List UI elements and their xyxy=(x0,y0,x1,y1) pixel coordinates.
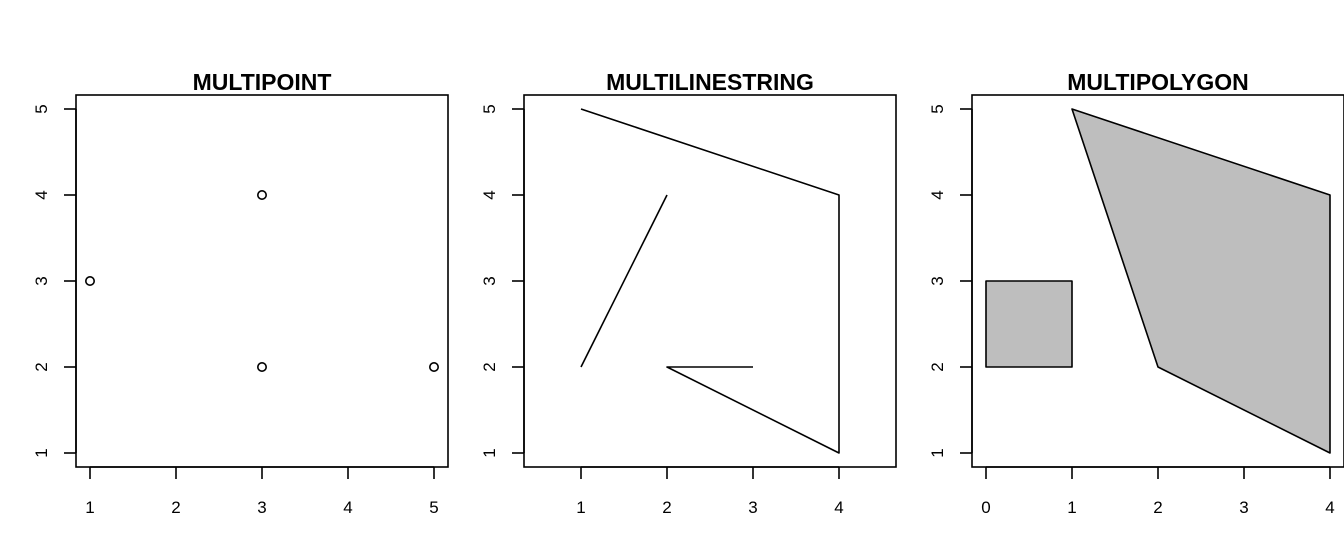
x-tick-label: 3 xyxy=(1239,498,1248,517)
x-tick-label: 4 xyxy=(834,498,843,517)
y-tick-label: 1 xyxy=(928,448,947,457)
x-tick-label: 3 xyxy=(257,498,266,517)
y-tick-label: 5 xyxy=(928,104,947,113)
x-tick-label: 3 xyxy=(748,498,757,517)
y-tick-label: 2 xyxy=(32,362,51,371)
plot-frame xyxy=(75,94,449,468)
x-tick-label: 1 xyxy=(576,498,585,517)
data-point xyxy=(85,275,96,286)
polygon-shape xyxy=(985,280,1073,368)
y-tick-label: 1 xyxy=(32,448,51,457)
y-tick-label: 2 xyxy=(928,362,947,371)
x-tick-label: 4 xyxy=(343,498,352,517)
data-point xyxy=(256,361,267,372)
plot-frame xyxy=(523,94,897,468)
x-tick-label: 2 xyxy=(171,498,180,517)
panel-1: MULTIPOINT 1 2 3 4 5 1 2 3 4 5 xyxy=(32,69,449,517)
x-tick-label: 4 xyxy=(1325,498,1334,517)
panel-3: MULTIPOLYGON 0 1 2 3 4 1 2 3 4 5 xyxy=(928,69,1344,517)
chart-title: MULTILINESTRING xyxy=(606,69,814,95)
data-point xyxy=(256,190,267,201)
y-tick-label: 5 xyxy=(32,104,51,113)
y-tick-label: 1 xyxy=(480,448,499,457)
x-tick-label: 0 xyxy=(981,498,990,517)
x-tick-label: 1 xyxy=(1067,498,1076,517)
y-tick-label: 3 xyxy=(32,276,51,285)
panel-2: MULTILINESTRING 1 2 3 4 1 2 3 4 5 xyxy=(480,69,897,517)
linestring xyxy=(580,194,668,368)
x-tick-label: 2 xyxy=(1153,498,1162,517)
y-tick-label: 4 xyxy=(32,190,51,199)
y-tick-label: 5 xyxy=(480,104,499,113)
linestring xyxy=(580,108,840,454)
y-tick-label: 3 xyxy=(928,276,947,285)
x-tick-label: 2 xyxy=(662,498,671,517)
y-tick-label: 3 xyxy=(480,276,499,285)
x-tick-label: 5 xyxy=(429,498,438,517)
x-tick-label: 1 xyxy=(85,498,94,517)
polygon-shape xyxy=(1071,108,1331,454)
y-tick-label: 4 xyxy=(928,190,947,199)
chart-title: MULTIPOLYGON xyxy=(1067,69,1248,95)
y-tick-label: 4 xyxy=(480,190,499,199)
data-point xyxy=(428,361,439,372)
chart-title: MULTIPOINT xyxy=(193,69,332,95)
y-tick-label: 2 xyxy=(480,362,499,371)
